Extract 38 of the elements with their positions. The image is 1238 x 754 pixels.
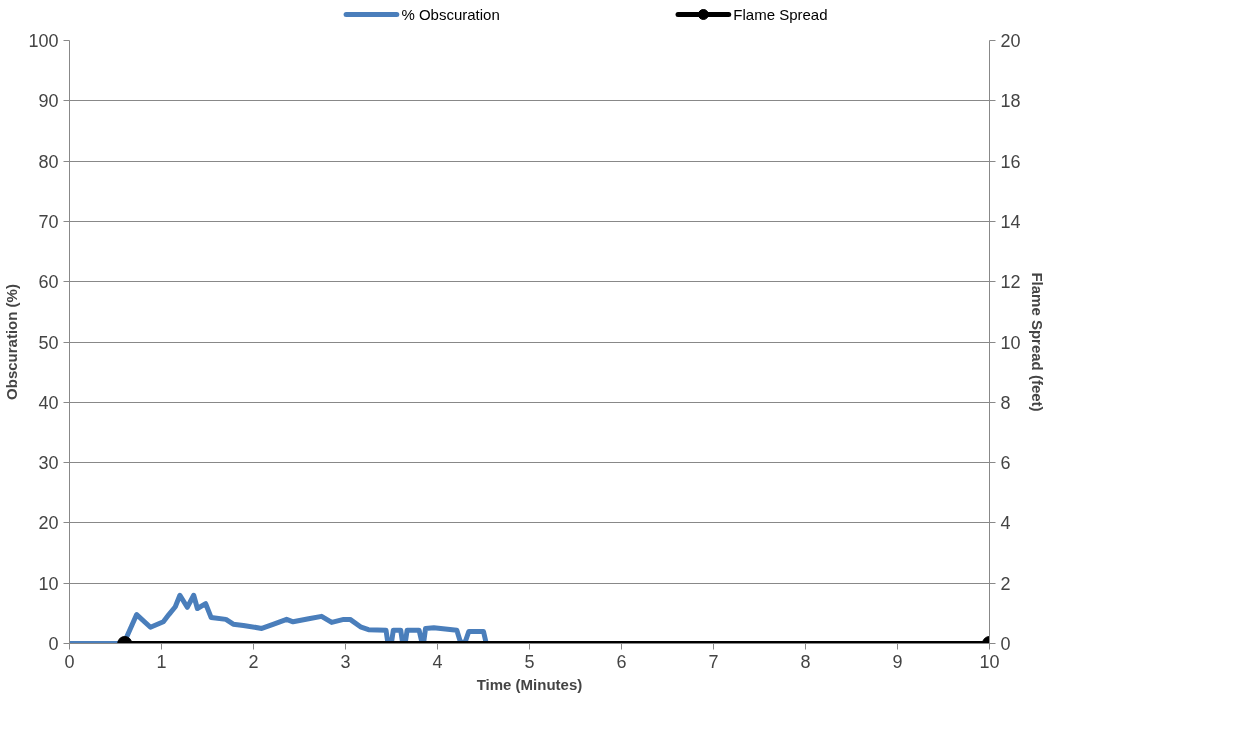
x-tick-label: 0 <box>64 651 75 672</box>
y-tick-label: 50 <box>38 332 59 353</box>
y2-tick-label: 18 <box>1000 91 1021 112</box>
y2-tick-label: 2 <box>1000 573 1011 594</box>
y-tick-label: 90 <box>38 91 59 112</box>
x-tick-label: 9 <box>892 651 903 672</box>
y2-tick-label: 14 <box>1000 211 1021 232</box>
legend-label: Flame Spread <box>733 6 828 23</box>
y-tick-label: 30 <box>38 453 59 474</box>
x-tick-label: 5 <box>524 651 535 672</box>
x-tick-label: 1 <box>156 651 167 672</box>
y2-tick-label: 12 <box>1000 272 1021 293</box>
x-axis-title: Time (Minutes) <box>476 675 583 693</box>
x-tick-label: 10 <box>979 651 1000 672</box>
y-tick-label: 0 <box>48 634 59 654</box>
y-axis-title: Obscuration (%) <box>3 284 21 400</box>
y2-axis-title: Flame Spread (feet) <box>1028 272 1046 412</box>
y2-tick-label: 16 <box>1000 151 1021 172</box>
y2-tick-label: 10 <box>1000 332 1021 353</box>
y-tick-label: 70 <box>38 211 59 232</box>
y2-tick-label: 4 <box>1000 513 1011 534</box>
y-tick-label: 10 <box>38 573 59 594</box>
x-tick-label: 2 <box>248 651 259 672</box>
y-tick-label: 80 <box>38 151 59 172</box>
y-tick-label: 100 <box>28 31 59 51</box>
y2-tick-label: 20 <box>1000 31 1021 51</box>
x-tick-label: 7 <box>708 651 719 672</box>
y2-tick-label: 0 <box>1000 634 1011 654</box>
y2-tick-label: 6 <box>1000 453 1011 474</box>
x-tick-label: 4 <box>432 651 443 672</box>
x-tick-label: 8 <box>800 651 811 672</box>
y-tick-label: 20 <box>38 513 59 534</box>
legend-label: % Obscuration <box>401 6 500 23</box>
y2-tick-label: 8 <box>1000 392 1011 413</box>
y-tick-label: 40 <box>38 392 59 413</box>
x-tick-label: 3 <box>340 651 351 672</box>
y-tick-label: 60 <box>38 272 59 293</box>
x-tick-label: 6 <box>616 651 627 672</box>
